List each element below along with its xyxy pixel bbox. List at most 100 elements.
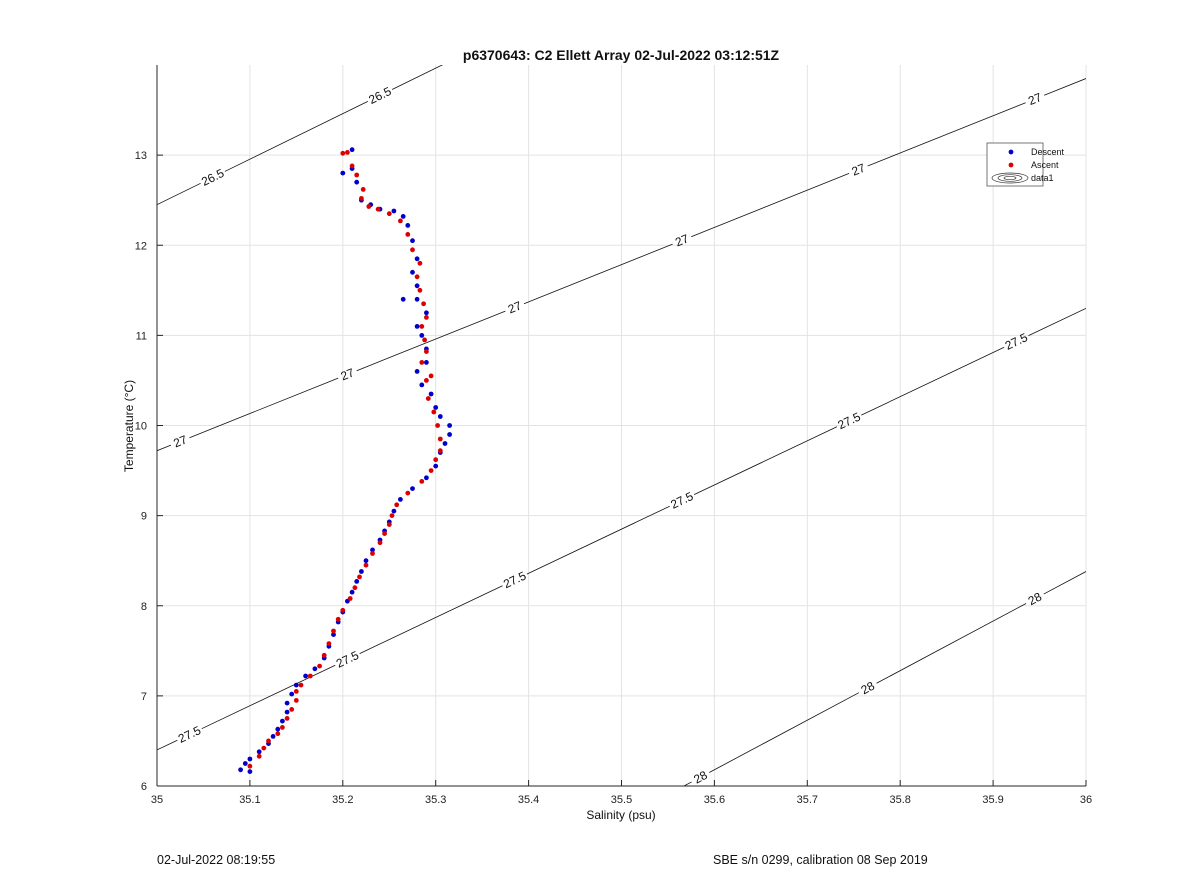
ascent-point — [425, 396, 431, 401]
descent-point — [370, 547, 375, 553]
footer-calibration: SBE s/n 0299, calibration 08 Sep 2019 — [713, 853, 928, 867]
y-tick-label: 6 — [141, 781, 147, 793]
descent-point — [428, 391, 434, 397]
descent-point — [242, 761, 248, 766]
ascent-point — [375, 206, 381, 212]
descent-point — [400, 296, 406, 302]
descent-point — [447, 432, 452, 437]
contour-label: 27 — [171, 432, 189, 450]
descent-point — [424, 360, 429, 365]
descent-point — [410, 269, 415, 275]
ascent-point — [435, 423, 440, 428]
isopycnal-line — [356, 310, 506, 372]
chart-title: p6370643: C2 Ellett Array 02-Jul-2022 03… — [463, 47, 780, 63]
descent-point — [414, 369, 420, 374]
isopycnal-line — [157, 739, 178, 751]
descent-point — [433, 463, 439, 469]
x-tick-label: 35.2 — [332, 794, 353, 806]
contour-label: 26.5 — [199, 166, 226, 189]
ascent-point — [382, 531, 387, 536]
descent-point — [400, 214, 406, 219]
ascent-point — [428, 468, 434, 473]
ascent-point — [298, 682, 304, 688]
descent-point — [293, 682, 299, 688]
ascent-point — [431, 409, 437, 415]
ascent-point — [424, 349, 429, 354]
contour-label: 27.5 — [176, 723, 203, 746]
x-tick-label: 35.9 — [982, 794, 1003, 806]
descent-point — [275, 726, 281, 732]
ascent-point — [366, 204, 372, 209]
y-axis-label: Temperature (°C) — [122, 380, 136, 472]
descent-point — [414, 283, 420, 289]
ascent-point — [417, 260, 423, 266]
ascent-point — [340, 607, 346, 613]
isopycnal-line — [1043, 571, 1086, 595]
ascent-point — [389, 513, 395, 518]
ascent-point — [349, 163, 355, 169]
ascent-point — [354, 172, 360, 178]
ascent-point — [424, 315, 429, 320]
y-axis-ticks: 6 7 8 9 10 11 12 13 — [135, 150, 163, 793]
ascent-point — [394, 502, 400, 508]
contour-label: 27.5 — [668, 489, 695, 512]
ascent-point — [307, 673, 313, 679]
isopycnal-line — [201, 664, 336, 730]
descent-point — [433, 405, 439, 410]
descent-point — [363, 558, 369, 564]
descent-point — [414, 256, 420, 262]
y-tick-label: 11 — [136, 330, 147, 342]
ascent-point — [414, 274, 420, 280]
x-tick-label: 35.4 — [518, 794, 539, 806]
isopycnal-line — [867, 102, 1026, 167]
ascent-point — [261, 745, 267, 751]
legend-label-descent: Descent — [1031, 147, 1065, 157]
descent-point — [424, 475, 429, 481]
descent-point — [391, 208, 397, 214]
descent-point — [359, 569, 364, 574]
contour-label: 27.5 — [334, 648, 361, 671]
x-tick-label: 35.1 — [239, 794, 260, 806]
ascent-point — [377, 540, 383, 546]
isopycnal-line — [693, 426, 838, 496]
descent-point — [447, 423, 452, 428]
y-tick-label: 9 — [141, 511, 147, 523]
ascent-point — [247, 763, 253, 769]
ascent-point — [424, 378, 429, 383]
ascent-point — [363, 562, 369, 568]
descent-point — [354, 179, 360, 185]
legend-marker-descent — [1008, 149, 1014, 155]
ascent-point — [321, 652, 327, 658]
legend-label-data1: data1 — [1031, 173, 1054, 183]
ascent-point — [419, 479, 425, 484]
descent-point — [280, 718, 285, 724]
descent-point — [284, 700, 290, 706]
ascent-point — [419, 324, 425, 329]
descent-point — [349, 147, 355, 153]
ascent-point — [326, 641, 332, 646]
ascent-point — [419, 360, 425, 365]
legend-label-ascent: Ascent — [1031, 160, 1059, 170]
contour-label: 27 — [339, 365, 357, 383]
contour-label: 27.5 — [501, 568, 528, 591]
descent-point — [391, 508, 397, 514]
contour-label: 27 — [1026, 90, 1044, 108]
legend-contour-icon — [991, 172, 1029, 184]
descent-point — [284, 709, 290, 715]
isopycnal-line — [523, 243, 673, 305]
isopycnal-line — [391, 65, 444, 90]
contour-label: 27 — [506, 298, 524, 316]
ascent-point — [335, 616, 341, 622]
descent-point — [349, 589, 355, 595]
isopycnal-line — [861, 346, 1005, 416]
isopycnal-line — [526, 505, 670, 575]
descent-point — [424, 310, 429, 316]
ascent-point — [266, 738, 271, 744]
ascent-point — [280, 725, 285, 730]
isopycnal-line — [876, 603, 1027, 684]
isopycnal-line — [1044, 78, 1086, 96]
descent-point — [419, 333, 425, 338]
descent-point — [437, 414, 443, 419]
ascent-point — [293, 689, 299, 694]
